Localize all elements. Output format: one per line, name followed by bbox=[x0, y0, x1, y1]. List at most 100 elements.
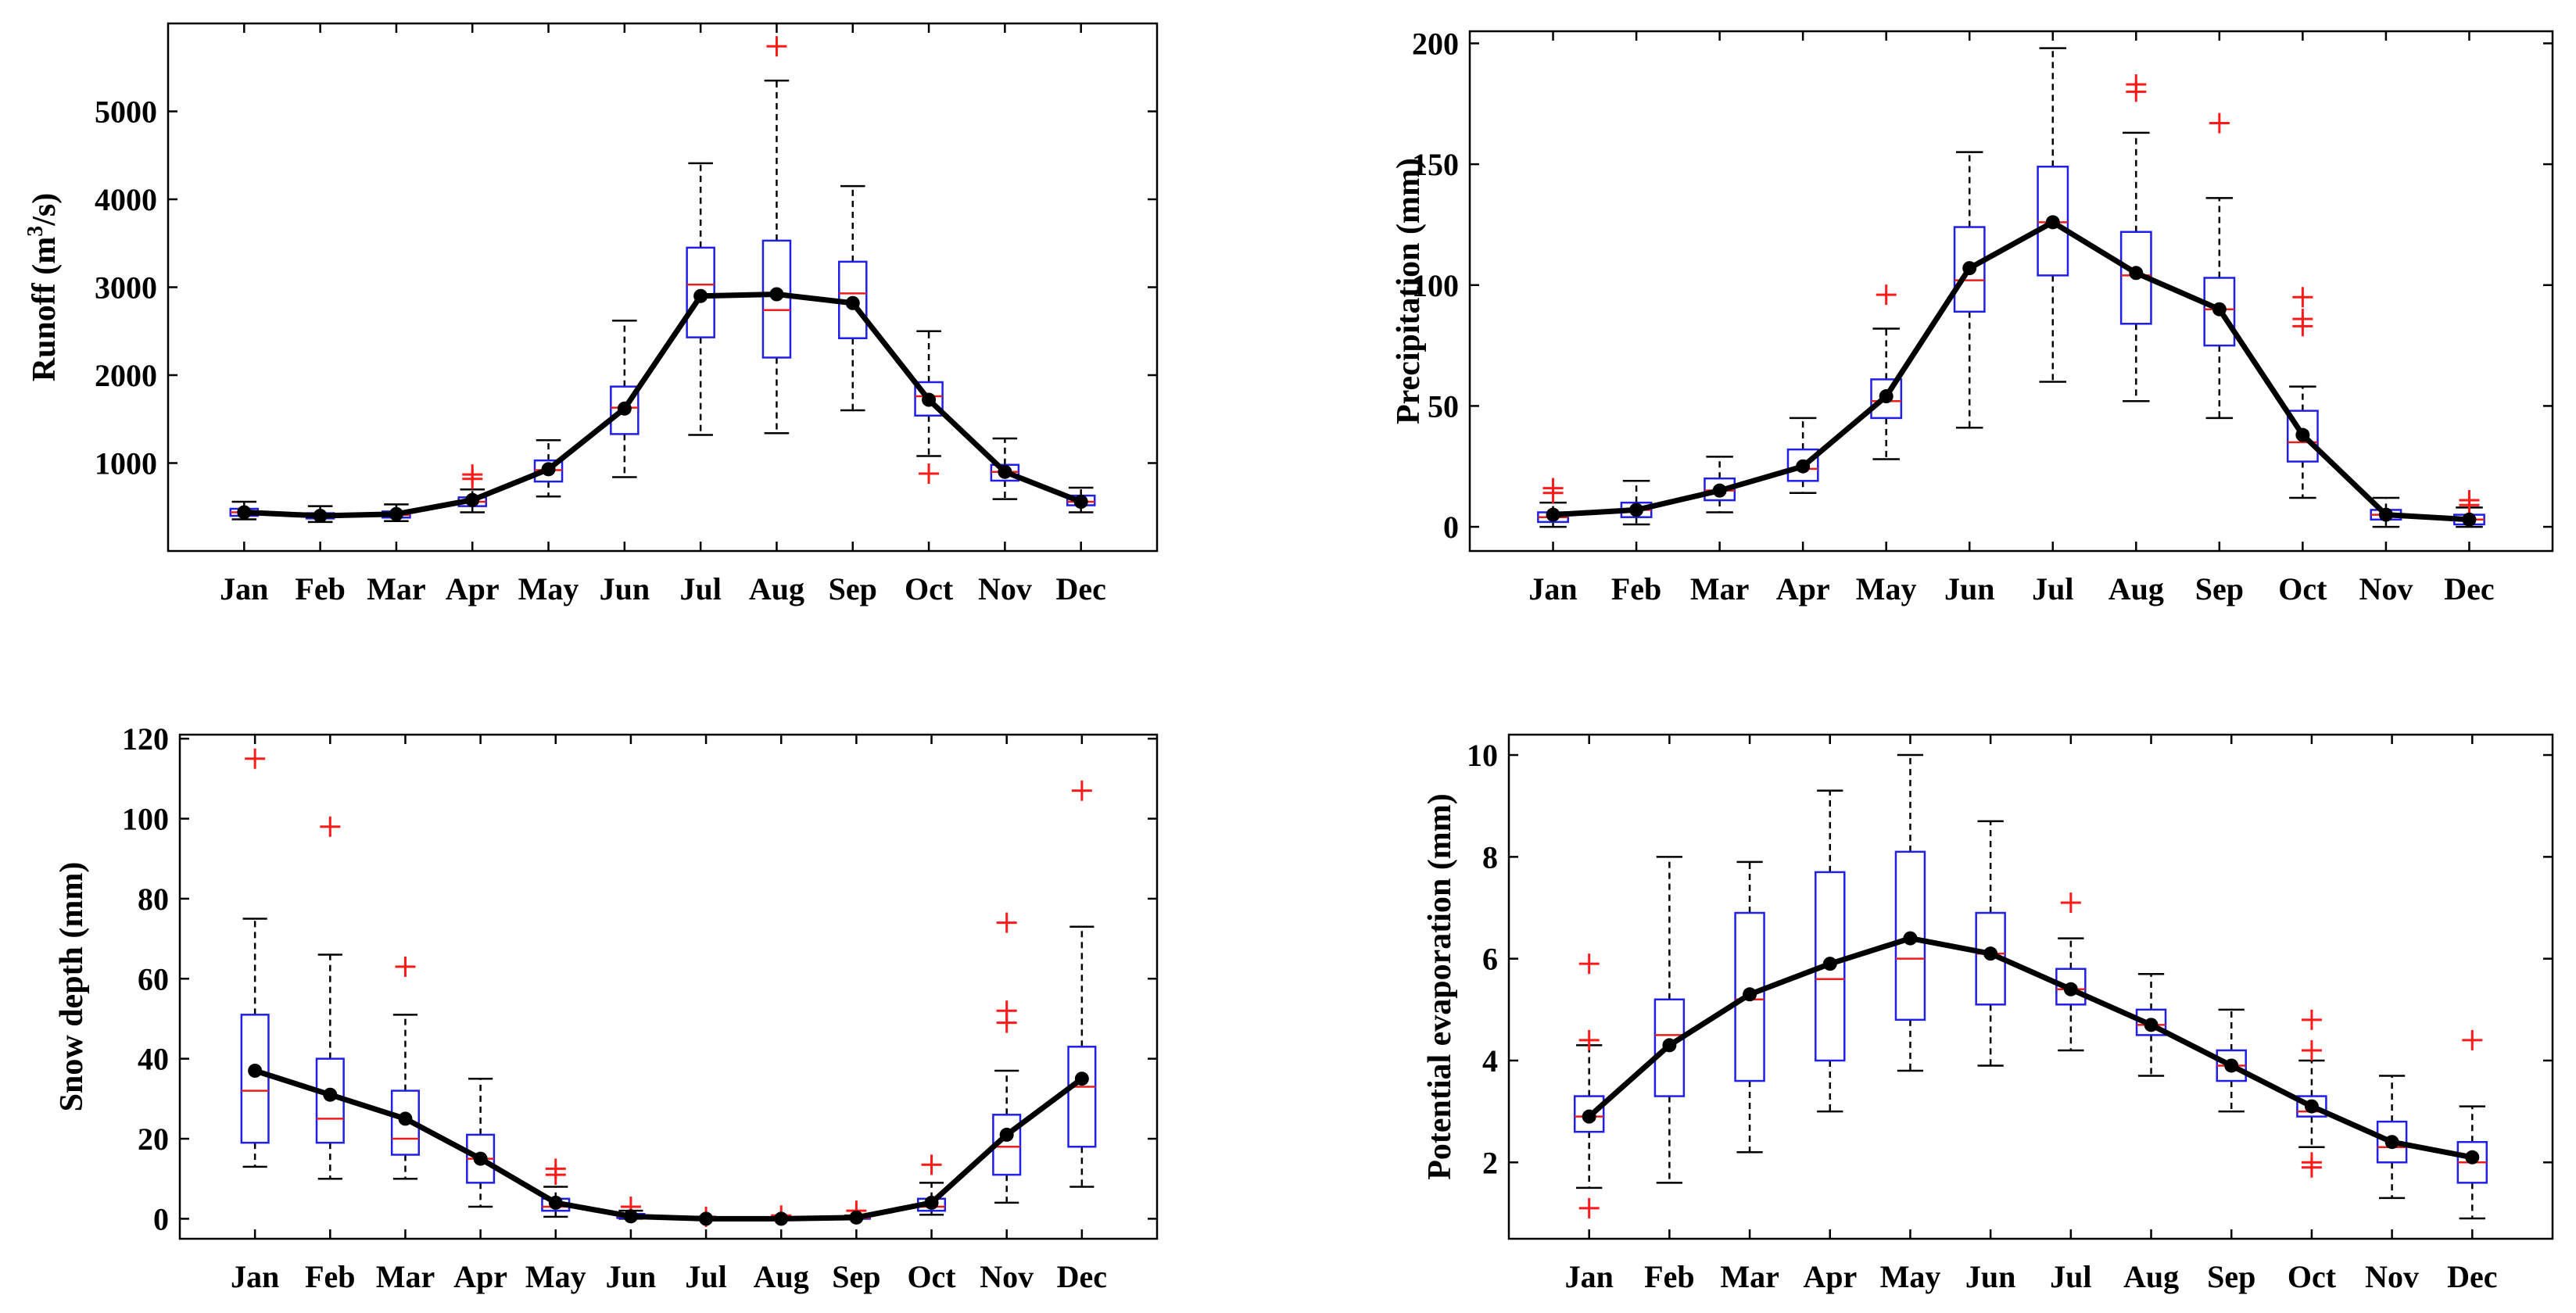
iqr-box bbox=[1894, 850, 1926, 1021]
box-feb bbox=[315, 816, 345, 1180]
box-oct bbox=[2296, 1009, 2327, 1178]
box-jun bbox=[1975, 820, 2006, 1067]
mean-point bbox=[389, 506, 403, 521]
iqr-box bbox=[1704, 477, 1736, 502]
x-tick-label: May bbox=[518, 571, 579, 606]
x-tick-label: Sep bbox=[829, 571, 877, 606]
x-tick-label: Mar bbox=[1690, 571, 1750, 606]
y-tick-label: 40 bbox=[138, 1042, 169, 1077]
iqr-box bbox=[1067, 1046, 1097, 1148]
box-jun bbox=[610, 320, 640, 478]
mean-point bbox=[774, 1211, 789, 1226]
x-tick-label: Aug bbox=[749, 571, 804, 606]
outlier-marker bbox=[2126, 74, 2147, 95]
x-tick-label: Apr bbox=[446, 571, 500, 606]
mean-point bbox=[313, 509, 328, 523]
box-may bbox=[1870, 284, 1903, 460]
mean-point bbox=[2462, 512, 2477, 527]
mean-point bbox=[2129, 266, 2144, 281]
iqr-box bbox=[610, 385, 640, 435]
x-tick-label: Aug bbox=[754, 1259, 809, 1294]
outlier-marker bbox=[1542, 478, 1564, 499]
x-tick-label: Feb bbox=[1611, 571, 1661, 606]
outlier-marker bbox=[1578, 1197, 1600, 1218]
x-tick-label: Jul bbox=[2032, 571, 2073, 606]
x-tick-label: Dec bbox=[2444, 571, 2494, 606]
mean-point bbox=[1962, 261, 1977, 276]
iqr-box bbox=[1734, 911, 1765, 1082]
x-tick-label: Nov bbox=[2365, 1259, 2419, 1294]
x-tick-label: Jun bbox=[606, 1259, 657, 1294]
axes-frame bbox=[1468, 30, 2554, 553]
box-aug bbox=[761, 36, 792, 435]
y-axis-title: Potential evaporation (mm) bbox=[1422, 793, 1458, 1180]
x-tick-label: Sep bbox=[832, 1259, 880, 1294]
mean-point bbox=[2224, 1058, 2239, 1073]
mean-point bbox=[1796, 459, 1811, 474]
mean-point bbox=[541, 462, 556, 477]
box-may bbox=[541, 1158, 571, 1218]
iqr-box bbox=[240, 1014, 270, 1144]
x-tick-label: Aug bbox=[2123, 1259, 2179, 1294]
x-tick-label: Apr bbox=[1776, 571, 1830, 606]
iqr-box bbox=[2286, 410, 2319, 463]
y-tick-label: 0 bbox=[153, 1201, 169, 1236]
x-tick-label: Oct bbox=[905, 571, 954, 606]
iqr-box bbox=[1870, 378, 1903, 420]
y-tick-label: 80 bbox=[138, 882, 169, 917]
outlier-marker bbox=[2301, 1009, 2322, 1030]
x-tick-label: Dec bbox=[2447, 1259, 2497, 1294]
outlier-marker bbox=[1876, 284, 1897, 306]
box-sep bbox=[2216, 1008, 2247, 1113]
x-tick-label: Nov bbox=[978, 571, 1032, 606]
iqr-box bbox=[1815, 871, 1846, 1062]
mean-point bbox=[2045, 215, 2060, 230]
mean-point bbox=[2212, 302, 2227, 317]
axes-frame bbox=[178, 733, 1159, 1240]
mean-point bbox=[2465, 1150, 2480, 1165]
y-tick-label: 0 bbox=[1443, 510, 1459, 545]
y-tick-label: 8 bbox=[1482, 839, 1498, 875]
mean-point bbox=[1879, 389, 1893, 404]
iqr-box bbox=[1786, 448, 1819, 482]
x-tick-label: Apr bbox=[1803, 1259, 1857, 1294]
outlier-marker bbox=[919, 463, 940, 484]
y-tick-label: 10 bbox=[1467, 738, 1498, 773]
box-mar bbox=[1734, 860, 1765, 1154]
mean-line bbox=[244, 292, 1082, 519]
x-tick-label: Dec bbox=[1057, 1259, 1107, 1294]
outlier-marker bbox=[996, 1000, 1017, 1021]
mean-point bbox=[237, 505, 252, 520]
iqr-box bbox=[390, 1089, 421, 1156]
x-tick-label: Apr bbox=[453, 1259, 507, 1294]
y-tick-label: 4000 bbox=[95, 182, 157, 217]
box-apr bbox=[1786, 417, 1819, 495]
box-mar bbox=[390, 956, 421, 1180]
iqr-box bbox=[914, 381, 944, 417]
x-tick-label: Aug bbox=[2108, 571, 2164, 606]
outlier-marker bbox=[395, 956, 416, 977]
box-dec bbox=[1067, 780, 1097, 1188]
mean-point bbox=[922, 392, 937, 407]
y-axis-title-main: Runoff (m bbox=[27, 237, 63, 382]
x-tick-label: Feb bbox=[1644, 1259, 1694, 1294]
iqr-box bbox=[761, 239, 792, 359]
y-tick-label: 50 bbox=[1428, 388, 1459, 424]
mean-point bbox=[623, 1209, 638, 1224]
mean-point bbox=[2304, 1099, 2319, 1114]
box-oct bbox=[2286, 287, 2319, 499]
box-jan bbox=[1573, 953, 1605, 1218]
mean-point bbox=[465, 492, 480, 507]
outlier-marker bbox=[921, 1154, 942, 1175]
box-jul bbox=[2037, 47, 2069, 383]
y-axis-title-tail: /s) bbox=[27, 193, 63, 227]
x-tick-label: Mar bbox=[367, 571, 426, 606]
snow-depth-panel: 0 20 40 60 80 100 120 Jan Feb Mar Apr May Jun Jul Aug S… bbox=[54, 721, 1159, 1294]
iqr-box bbox=[686, 246, 715, 338]
mean-point bbox=[617, 401, 632, 416]
iqr-box bbox=[1953, 226, 1986, 313]
x-tick-label: Mar bbox=[376, 1259, 435, 1294]
mean-point bbox=[1629, 503, 1644, 517]
mean-point bbox=[398, 1111, 413, 1126]
